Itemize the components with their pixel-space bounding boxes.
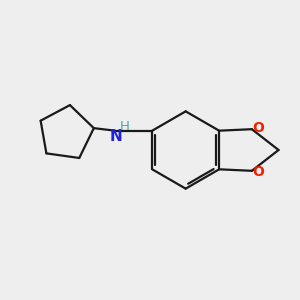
Text: O: O	[252, 165, 264, 179]
Text: N: N	[109, 129, 122, 144]
Text: O: O	[252, 121, 264, 135]
Text: H: H	[120, 120, 130, 133]
